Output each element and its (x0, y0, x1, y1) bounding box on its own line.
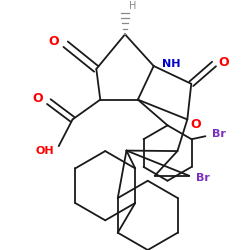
Text: Br: Br (212, 129, 226, 139)
Text: O: O (48, 35, 59, 48)
Text: O: O (190, 118, 200, 131)
Text: OH: OH (36, 146, 54, 156)
Text: H: H (129, 1, 136, 11)
Text: Br: Br (196, 173, 210, 183)
Text: NH: NH (162, 59, 181, 69)
Text: O: O (218, 56, 229, 68)
Text: O: O (33, 92, 43, 105)
